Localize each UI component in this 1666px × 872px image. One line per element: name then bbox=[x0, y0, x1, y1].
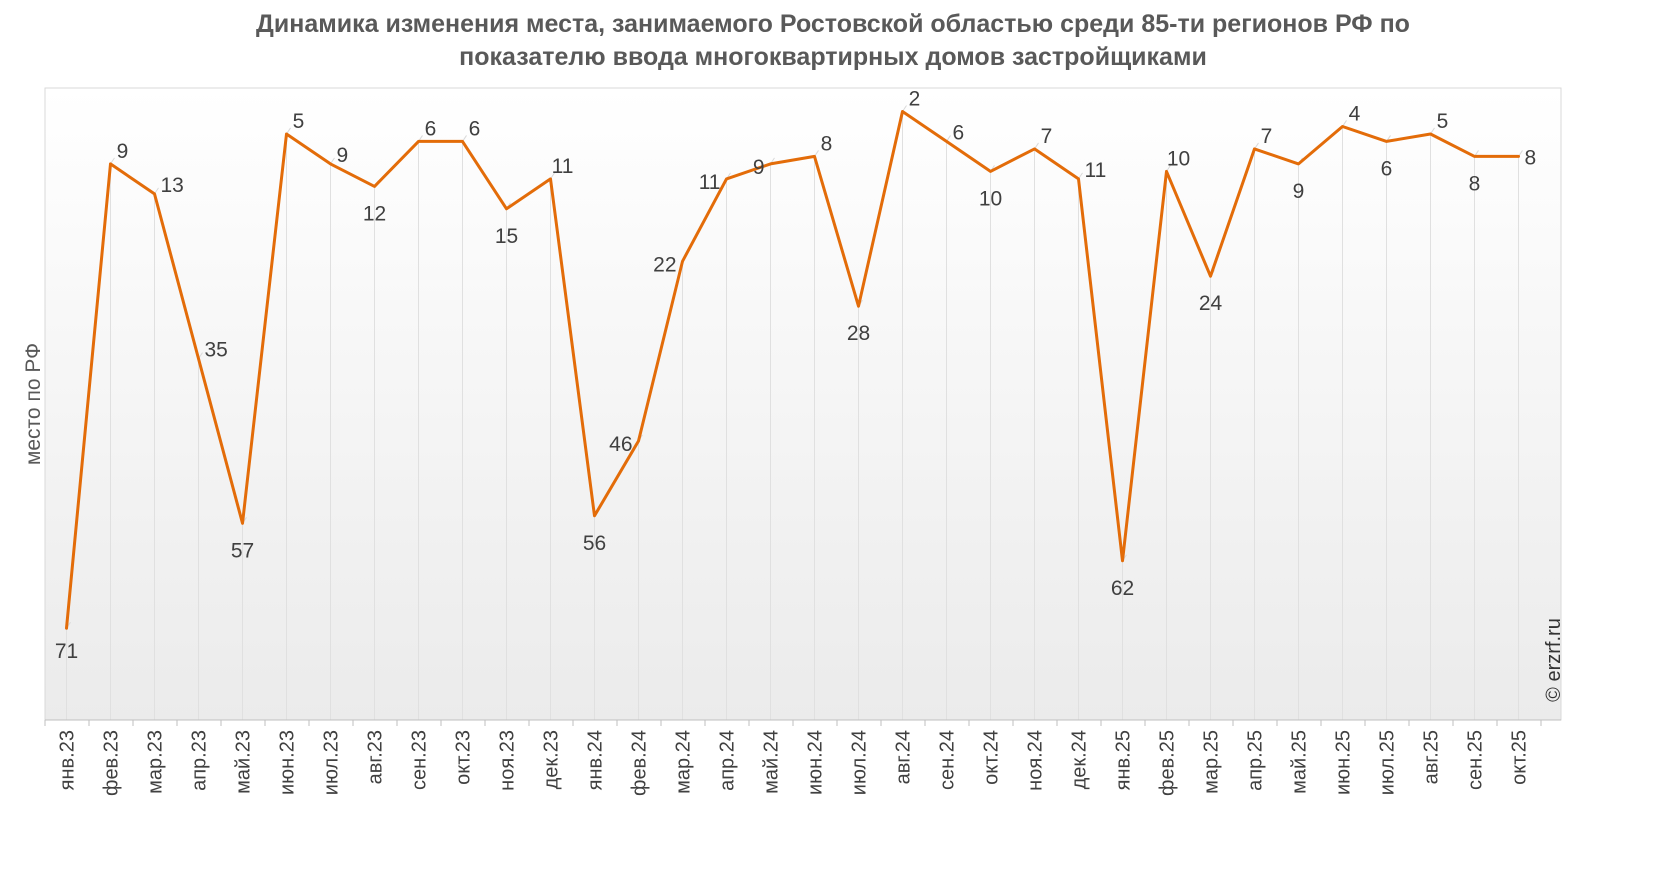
x-tick-label: авг.23 bbox=[365, 730, 387, 784]
data-label: 5 bbox=[1437, 110, 1449, 133]
data-label: 10 bbox=[979, 187, 1002, 210]
x-tick-label: ноя.24 bbox=[1025, 730, 1047, 791]
x-tick-label: сен.25 bbox=[1465, 730, 1487, 790]
data-label: 56 bbox=[583, 532, 606, 555]
data-label: 2 bbox=[909, 87, 921, 110]
chart-title-line-2: показателю ввода многоквартирных домов з… bbox=[459, 43, 1207, 71]
data-label: 6 bbox=[425, 117, 437, 140]
x-tick-label: фев.23 bbox=[101, 730, 123, 796]
x-tick-label: фев.24 bbox=[629, 730, 651, 796]
data-label: 9 bbox=[337, 144, 349, 167]
x-tick-label: окт.25 bbox=[1509, 730, 1531, 785]
data-label: 22 bbox=[653, 253, 676, 276]
data-label: 5 bbox=[293, 110, 305, 133]
data-label: 57 bbox=[231, 539, 254, 562]
data-label: 4 bbox=[1349, 102, 1361, 125]
copyright-watermark: © erzrf.ru bbox=[1543, 618, 1565, 702]
data-label: 11 bbox=[552, 155, 574, 178]
series-line bbox=[65, 110, 1520, 630]
x-tick-label: авг.24 bbox=[893, 730, 915, 784]
x-axis bbox=[44, 719, 1561, 726]
data-label: 9 bbox=[117, 140, 129, 163]
x-tick-labels: янв.23 фев.23 мар.23 апр.23 май.23 июн.23 июл.… bbox=[57, 730, 1531, 796]
x-tick-label: дек.23 bbox=[541, 730, 563, 789]
x-tick-label: апр.24 bbox=[717, 730, 739, 791]
x-tick-label: окт.24 bbox=[981, 730, 1003, 785]
data-label: 71 bbox=[55, 640, 78, 663]
data-label: 46 bbox=[609, 433, 632, 456]
x-tick-label: янв.25 bbox=[1113, 730, 1135, 790]
data-label: 8 bbox=[1469, 172, 1481, 195]
data-label: 15 bbox=[495, 225, 518, 248]
chart-title-line-1: Динамика изменения места, занимаемого Ро… bbox=[256, 10, 1410, 38]
data-label: 6 bbox=[953, 121, 965, 144]
x-tick-label: июл.25 bbox=[1377, 730, 1399, 795]
x-tick-label: мар.24 bbox=[673, 730, 695, 794]
data-label: 6 bbox=[1381, 157, 1393, 180]
y-axis-title: место по РФ bbox=[22, 343, 45, 465]
x-tick-label: янв.23 bbox=[57, 730, 79, 790]
data-label: 10 bbox=[1167, 147, 1190, 170]
data-label: 12 bbox=[363, 202, 386, 225]
gridlines bbox=[66, 111, 1519, 720]
data-label: 6 bbox=[469, 117, 481, 140]
data-label: 8 bbox=[1525, 146, 1537, 169]
x-tick-label: июл.23 bbox=[321, 730, 343, 795]
x-tick-label: июн.25 bbox=[1333, 730, 1355, 795]
x-tick-label: дек.24 bbox=[1069, 730, 1091, 789]
plot-area bbox=[44, 87, 1562, 721]
data-label: 9 bbox=[1293, 180, 1305, 203]
x-tick-label: мар.23 bbox=[145, 730, 167, 794]
data-label: 62 bbox=[1111, 577, 1134, 600]
data-label: 28 bbox=[847, 322, 870, 345]
x-tick-label: сен.24 bbox=[937, 730, 959, 790]
data-label: 11 bbox=[699, 171, 721, 194]
x-tick-label: авг.25 bbox=[1421, 730, 1443, 784]
data-label: 35 bbox=[205, 339, 228, 362]
data-label: 7 bbox=[1041, 125, 1053, 148]
data-label: 8 bbox=[821, 132, 833, 155]
data-label: 13 bbox=[161, 174, 184, 197]
x-tick-label: мар.25 bbox=[1201, 730, 1223, 794]
x-tick-label: сен.23 bbox=[409, 730, 431, 790]
x-tick-label: ноя.23 bbox=[497, 730, 519, 791]
chart-title: Динамика изменения места, занимаемого Ро… bbox=[0, 8, 1666, 74]
x-tick-label: май.25 bbox=[1289, 730, 1311, 794]
x-tick-label: июл.24 bbox=[849, 730, 871, 795]
x-tick-label: апр.25 bbox=[1245, 730, 1267, 791]
x-tick-label: окт.23 bbox=[453, 730, 475, 785]
x-tick-label: апр.23 bbox=[189, 730, 211, 791]
x-tick-label: май.24 bbox=[761, 730, 783, 794]
x-tick-label: май.23 bbox=[233, 730, 255, 794]
data-label: 24 bbox=[1199, 292, 1223, 315]
data-label: 7 bbox=[1261, 125, 1273, 148]
x-tick-label: фев.25 bbox=[1157, 730, 1179, 796]
data-label: 11 bbox=[1085, 159, 1107, 182]
x-tick-label: янв.24 bbox=[585, 730, 607, 790]
x-tick-label: июн.24 bbox=[805, 730, 827, 795]
x-tick-label: июн.23 bbox=[277, 730, 299, 795]
data-label: 9 bbox=[753, 156, 765, 179]
